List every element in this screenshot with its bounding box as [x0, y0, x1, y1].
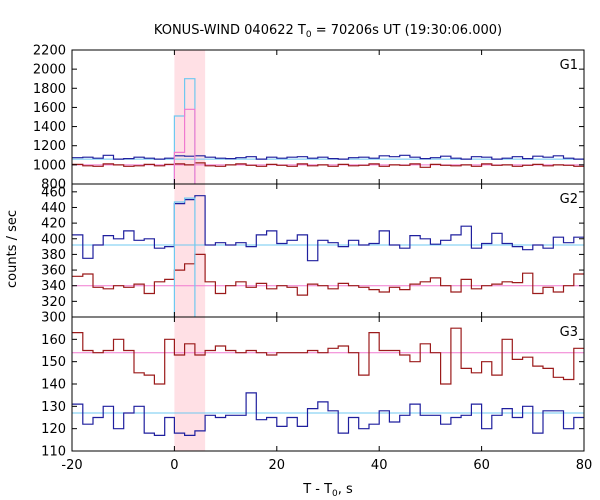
x-tick-label: 60 [473, 458, 490, 473]
panel-label-g1: G1 [560, 58, 578, 73]
panel-frame-g2 [71, 183, 585, 318]
y-axis-label: counts / sec [5, 210, 20, 288]
y-tick-label: 120 [41, 422, 66, 437]
plot-layer: 8001000120014001600180020002200G13003203… [33, 44, 592, 474]
y-tick-label: 130 [41, 400, 66, 415]
series-g1-light_blue [173, 78, 196, 184]
y-tick-label: 1400 [33, 120, 66, 135]
y-tick-label: 340 [41, 279, 66, 294]
y-tick-label: 1600 [33, 101, 66, 116]
y-tick-label: 110 [41, 445, 66, 460]
x-tick-label: -20 [61, 458, 82, 473]
y-tick-label: 800 [41, 178, 66, 193]
series-g3-dark_red [72, 327, 584, 385]
x-tick-label: 40 [371, 458, 388, 473]
x-tick-label: 0 [170, 458, 178, 473]
highlight-region [174, 50, 206, 184]
y-tick-label: 1200 [33, 139, 66, 154]
y-tick-label: 460 [41, 185, 66, 200]
chart-title-main: KONUS-WIND 040622 T [154, 23, 306, 38]
y-tick-label: 440 [41, 201, 66, 216]
y-tick-label: 140 [41, 378, 66, 393]
y-tick-label: 360 [41, 264, 66, 279]
y-tick-label: 2000 [33, 63, 66, 78]
x-tick-label: 20 [269, 458, 286, 473]
y-tick-label: 420 [41, 217, 66, 232]
y-tick-label: 400 [41, 232, 66, 247]
series-g1-pink [173, 108, 196, 184]
y-tick-label: 2200 [33, 44, 66, 59]
x-axis-label-subscript: 0 [332, 489, 338, 499]
chart-title: KONUS-WIND 040622 T0 = 70206s UT (19:30:… [154, 23, 502, 40]
y-tick-label: 380 [41, 248, 66, 263]
y-tick-label: 1000 [33, 158, 66, 173]
series-g1-dark_red [72, 162, 584, 168]
x-axis-label: T - T0, s [302, 482, 353, 499]
y-tick-label: 150 [41, 355, 66, 370]
panel-frame-g3 [71, 316, 585, 452]
y-tick-label: 1800 [33, 82, 66, 97]
x-axis-label-main: T - T [302, 482, 332, 497]
series-g2-dark_red [72, 253, 584, 296]
y-tick-label: 300 [41, 311, 66, 326]
highlight-region [174, 184, 206, 317]
series-g1-dark_blue [72, 154, 584, 160]
y-tick-label: 160 [41, 333, 66, 348]
x-tick-label: 80 [576, 458, 593, 473]
x-axis-label-rest: , s [338, 482, 353, 497]
series-g2-dark_blue [72, 195, 584, 262]
panel-label-g2: G2 [560, 192, 578, 207]
series-g3-dark_blue [72, 392, 584, 436]
y-tick-label: 320 [41, 295, 66, 310]
highlight-region [174, 317, 206, 451]
chart-title-rest: = 70206s UT (19:30:06.000) [312, 23, 502, 38]
panel-label-g3: G3 [560, 325, 578, 340]
chart-title-subscript: 0 [306, 30, 312, 40]
series-g2-light_blue [173, 197, 196, 317]
